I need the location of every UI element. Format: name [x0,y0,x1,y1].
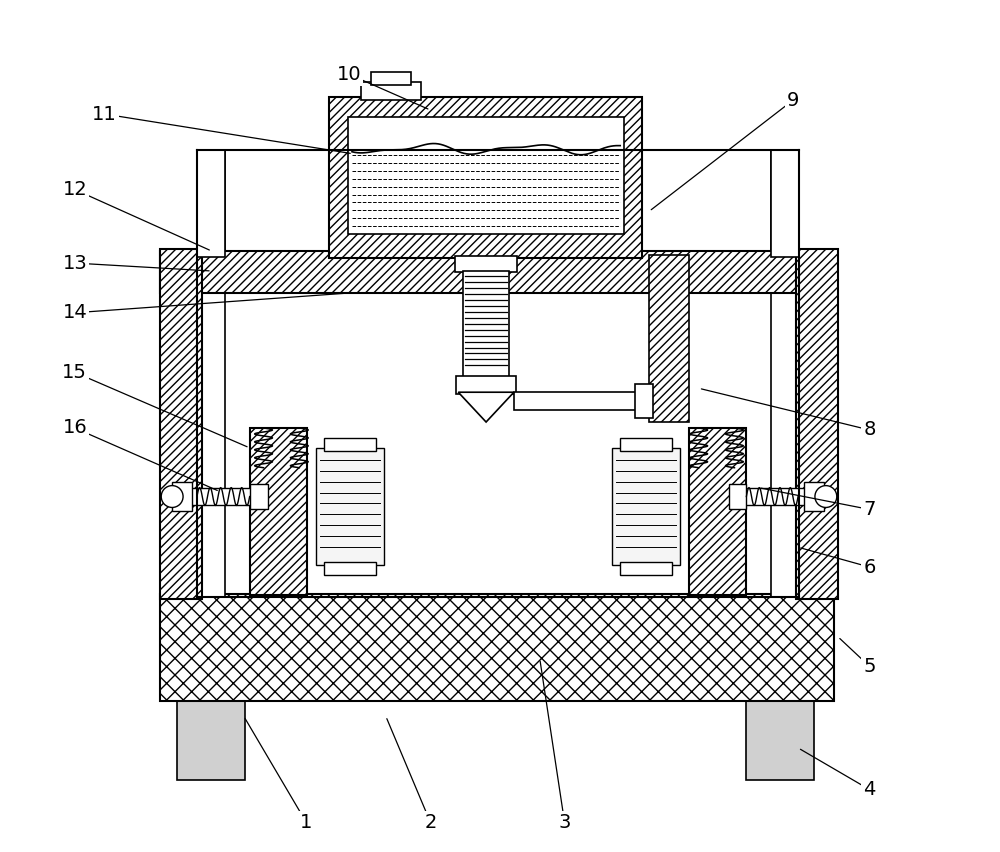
Bar [160,249,202,599]
Bar [689,428,746,595]
Bar [361,83,421,101]
Bar [160,251,836,293]
Bar [172,481,192,511]
Bar [250,484,268,509]
Bar [620,438,672,451]
Text: 14: 14 [62,303,87,322]
Bar [177,698,245,780]
Bar [796,249,838,599]
Text: 16: 16 [62,418,87,437]
Text: 5: 5 [863,657,876,676]
Bar [463,271,509,378]
Text: 9: 9 [787,90,799,110]
Bar [729,484,746,509]
Bar [348,117,624,234]
Circle shape [815,486,837,508]
Bar [197,150,225,257]
Bar [371,72,411,85]
Bar [324,438,376,451]
Bar [160,594,834,701]
Bar [620,562,672,575]
Text: 6: 6 [863,557,876,577]
Text: 15: 15 [62,363,87,382]
Text: 8: 8 [863,421,876,440]
Bar [649,255,689,422]
Text: 11: 11 [92,105,117,124]
Bar [771,150,799,257]
Text: 10: 10 [337,65,361,83]
Text: 4: 4 [863,780,876,799]
Circle shape [161,486,183,508]
Bar [250,428,307,595]
Text: 1: 1 [300,813,312,832]
Bar [514,392,638,410]
Bar [324,562,376,575]
Text: 2: 2 [424,813,437,832]
Bar [742,487,822,505]
Bar [197,150,225,597]
Text: 12: 12 [62,180,87,199]
Polygon shape [458,392,514,422]
Bar [746,698,814,780]
Bar [635,384,653,418]
Bar [804,481,824,511]
Text: 7: 7 [863,500,876,519]
Bar [612,448,680,565]
Bar [456,377,516,394]
Bar [329,97,642,258]
Bar [455,256,517,272]
Text: 3: 3 [558,813,571,832]
Text: 13: 13 [62,254,87,273]
Bar [316,448,384,565]
Bar [174,487,254,505]
Bar [771,150,799,597]
